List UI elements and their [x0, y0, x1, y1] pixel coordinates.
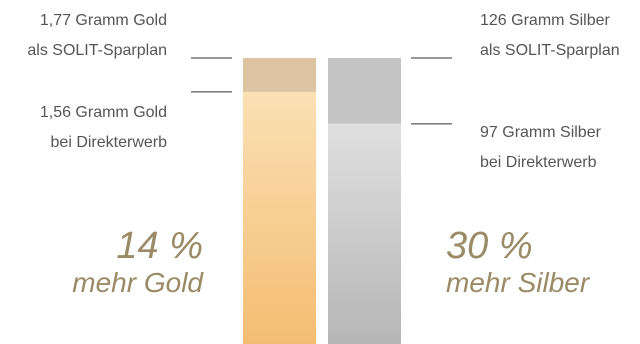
silver-direct-amount: 97 Gramm Silber [480, 124, 601, 141]
gold-sparplan-extra-bar [243, 58, 316, 92]
silver-gain-percent: 30 % [446, 225, 533, 267]
gold-gain-percent: 14 % [116, 225, 203, 267]
silver-sparplan-caption: als SOLIT-Sparplan [480, 42, 620, 59]
silver-sparplan-amount: 126 Gramm Silber [480, 12, 610, 29]
gold-sparplan-label: 1,77 Gramm Gold als SOLIT-Sparplan [27, 6, 167, 66]
gold-direct-amount: 1,56 Gramm Gold [39, 104, 167, 121]
gold-gain-label: mehr Gold [72, 267, 203, 298]
silver-direct-caption: bei Direkterwerb [480, 154, 597, 171]
gold-direct-bar [243, 91, 316, 344]
gold-direct-label: 1,56 Gramm Gold bei Direkterwerb [40, 98, 167, 158]
gold-gain-callout: 14 % mehr Gold [72, 226, 203, 300]
gold-sparplan-amount: 1,77 Gramm Gold [39, 12, 167, 29]
gold-sparplan-caption: als SOLIT-Sparplan [27, 42, 167, 59]
silver-gain-callout: 30 % mehr Silber [446, 226, 589, 300]
silver-direct-bar [328, 123, 401, 344]
silver-sparplan-label: 126 Gramm Silber als SOLIT-Sparplan [480, 6, 620, 66]
silver-gain-label: mehr Silber [446, 267, 590, 298]
silver-direct-label: 97 Gramm Silber bei Direkterwerb [480, 118, 601, 178]
silver-sparplan-extra-bar [328, 58, 401, 124]
gold-direct-caption: bei Direkterwerb [50, 134, 167, 151]
